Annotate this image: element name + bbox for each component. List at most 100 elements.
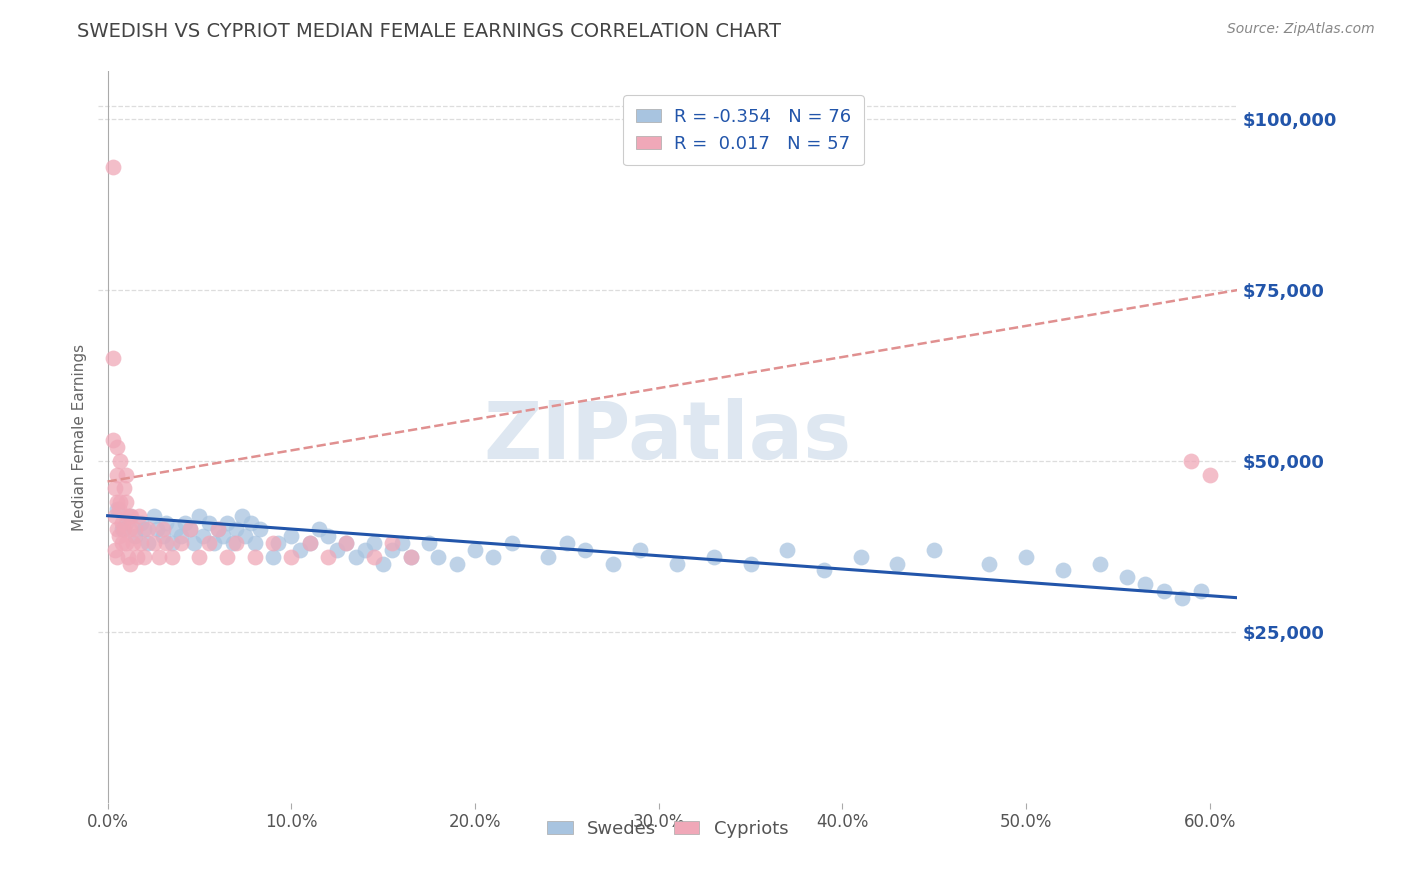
- Point: [298, 536, 321, 550]
- Point: [215, 516, 238, 530]
- Point: [344, 549, 367, 564]
- Point: [371, 557, 394, 571]
- Point: [110, 495, 132, 509]
- Point: [262, 549, 284, 564]
- Point: [353, 542, 375, 557]
- Point: [105, 549, 128, 564]
- Point: [1171, 591, 1194, 605]
- Point: [104, 481, 127, 495]
- Point: [221, 536, 243, 550]
- Point: [115, 495, 138, 509]
- Point: [111, 516, 134, 530]
- Point: [399, 549, 422, 564]
- Point: [160, 536, 183, 550]
- Point: [129, 516, 152, 530]
- Point: [1153, 583, 1175, 598]
- Point: [1135, 577, 1157, 591]
- Point: [290, 542, 312, 557]
- Point: [537, 549, 560, 564]
- Point: [212, 529, 235, 543]
- Point: [225, 522, 247, 536]
- Point: [740, 557, 762, 571]
- Point: [165, 522, 187, 536]
- Point: [1015, 549, 1038, 564]
- Point: [666, 557, 689, 571]
- Point: [122, 536, 145, 550]
- Point: [173, 516, 195, 530]
- Point: [107, 501, 129, 516]
- Point: [249, 522, 271, 536]
- Point: [152, 522, 174, 536]
- Point: [1189, 583, 1212, 598]
- Point: [101, 434, 124, 448]
- Point: [124, 529, 146, 543]
- Point: [136, 536, 159, 550]
- Point: [243, 536, 266, 550]
- Point: [136, 522, 159, 536]
- Point: [101, 160, 124, 174]
- Point: [118, 522, 141, 536]
- Point: [112, 481, 135, 495]
- Point: [183, 536, 205, 550]
- Point: [129, 536, 152, 550]
- Point: [148, 549, 170, 564]
- Point: [117, 549, 139, 564]
- Point: [1180, 454, 1202, 468]
- Point: [1116, 570, 1139, 584]
- Point: [316, 549, 339, 564]
- Point: [111, 522, 134, 536]
- Point: [152, 529, 174, 543]
- Point: [427, 549, 450, 564]
- Point: [121, 508, 143, 523]
- Point: [170, 529, 193, 543]
- Point: [703, 549, 725, 564]
- Text: SWEDISH VS CYPRIOT MEDIAN FEMALE EARNINGS CORRELATION CHART: SWEDISH VS CYPRIOT MEDIAN FEMALE EARNING…: [77, 22, 782, 41]
- Point: [197, 536, 219, 550]
- Point: [124, 522, 146, 536]
- Point: [335, 536, 357, 550]
- Point: [574, 542, 596, 557]
- Point: [197, 516, 219, 530]
- Point: [482, 549, 505, 564]
- Point: [110, 454, 132, 468]
- Point: [111, 536, 134, 550]
- Point: [280, 549, 302, 564]
- Point: [142, 536, 165, 550]
- Point: [160, 549, 183, 564]
- Point: [128, 508, 150, 523]
- Point: [225, 536, 247, 550]
- Point: [1088, 557, 1111, 571]
- Point: [776, 542, 799, 557]
- Point: [602, 557, 624, 571]
- Point: [101, 351, 124, 366]
- Point: [155, 536, 177, 550]
- Point: [105, 522, 128, 536]
- Point: [316, 529, 339, 543]
- Point: [886, 557, 908, 571]
- Point: [381, 542, 404, 557]
- Point: [308, 522, 330, 536]
- Point: [628, 542, 651, 557]
- Point: [104, 542, 127, 557]
- Point: [134, 522, 156, 536]
- Text: ZIPatlas: ZIPatlas: [484, 398, 852, 476]
- Point: [446, 557, 468, 571]
- Point: [115, 536, 138, 550]
- Point: [112, 522, 135, 536]
- Point: [262, 536, 284, 550]
- Point: [115, 516, 138, 530]
- Point: [363, 536, 385, 550]
- Point: [118, 508, 141, 523]
- Point: [280, 529, 302, 543]
- Point: [105, 501, 128, 516]
- Point: [188, 549, 211, 564]
- Y-axis label: Median Female Earnings: Median Female Earnings: [72, 343, 87, 531]
- Point: [239, 516, 262, 530]
- Point: [391, 536, 413, 550]
- Point: [142, 508, 165, 523]
- Point: [267, 536, 290, 550]
- Point: [179, 522, 201, 536]
- Point: [399, 549, 422, 564]
- Point: [1052, 563, 1074, 577]
- Point: [207, 522, 229, 536]
